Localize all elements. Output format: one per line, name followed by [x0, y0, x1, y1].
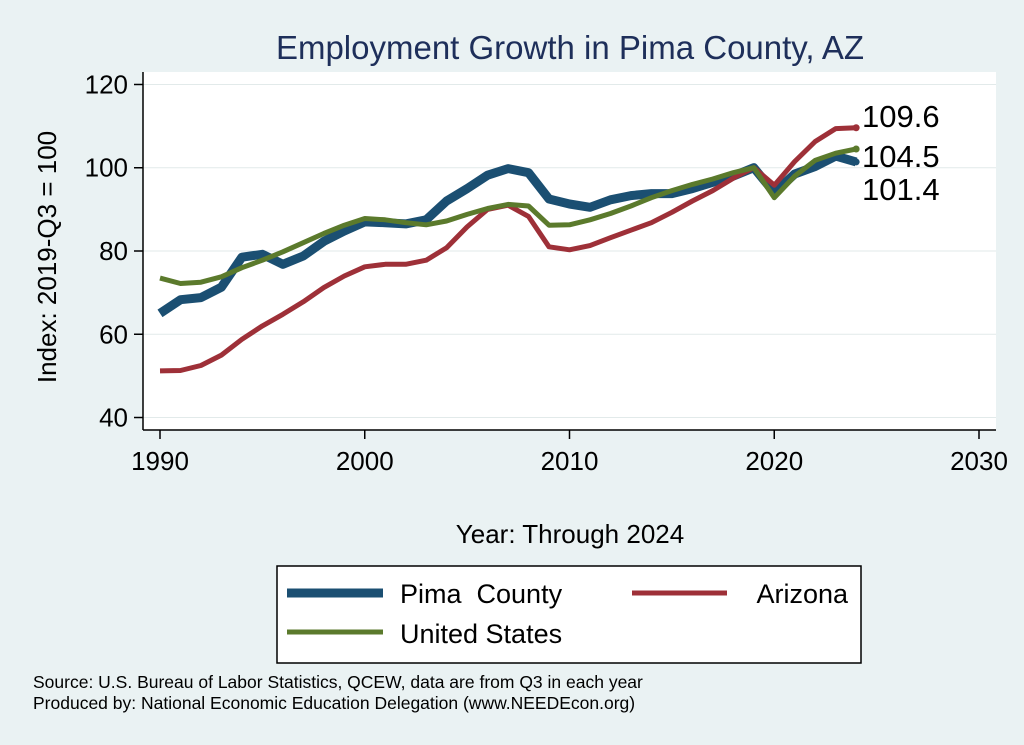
end-value-label: 101.4	[862, 172, 940, 207]
end-value-label: 104.5	[862, 139, 940, 174]
series-line-united-states	[159, 146, 857, 286]
legend-label-united-states: United States	[400, 619, 562, 649]
ticks: 40 60 80 100 120 1990 2000 2010 2020 2030	[85, 69, 1008, 476]
x-tick-label: 2030	[950, 446, 1008, 476]
y-tick-label: 60	[99, 319, 128, 349]
x-tick-label: 2000	[336, 446, 394, 476]
series-end-marker	[852, 124, 860, 132]
source-note: Source: U.S. Bureau of Labor Statistics,…	[33, 672, 643, 692]
x-tick-label: 2020	[745, 446, 803, 476]
y-tick-label: 40	[99, 403, 128, 433]
x-axis-title: Year: Through 2024	[456, 519, 684, 549]
legend-box	[276, 565, 862, 664]
x-tick-label: 1990	[131, 446, 189, 476]
chart-title: Employment Growth in Pima County, AZ	[276, 29, 864, 66]
series-end-marker	[852, 158, 860, 166]
end-value-label: 109.6	[862, 99, 940, 134]
series-end-marker	[852, 145, 860, 153]
producer-note: Produced by: National Economic Education…	[33, 693, 635, 713]
legend-label-pima-county: Pima County	[400, 579, 563, 609]
y-tick-label: 100	[85, 153, 128, 183]
series-layer	[157, 124, 860, 374]
y-tick-label: 80	[99, 236, 128, 266]
y-axis-title: Index: 2019-Q3 = 100	[32, 131, 62, 383]
legend: Pima County Arizona United States	[276, 565, 862, 664]
legend-label-arizona: Arizona	[756, 579, 849, 609]
y-tick-label: 120	[85, 69, 128, 99]
x-tick-label: 2010	[541, 446, 599, 476]
